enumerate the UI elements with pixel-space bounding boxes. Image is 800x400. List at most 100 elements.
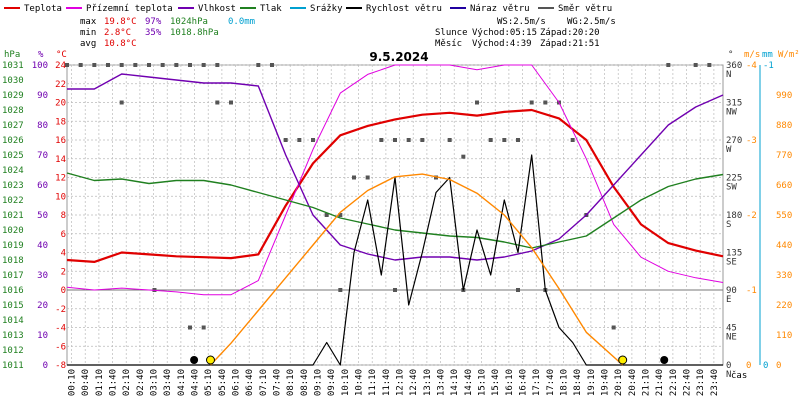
pressure-tick-label: 1031	[2, 61, 24, 71]
legend-label: Teplota	[24, 4, 62, 14]
legend-label: Vlhkost	[198, 4, 236, 14]
x-tick-label: 16:40	[519, 369, 529, 396]
wind-direction-point	[529, 100, 534, 105]
pressure-tick-label: 1015	[2, 301, 24, 311]
temperature-tick-label: 6	[61, 230, 66, 240]
wind-direction-point	[201, 63, 206, 67]
wind-direction-point	[393, 288, 397, 292]
unit-mm: mm	[762, 50, 773, 60]
x-tick-label: 15:10	[478, 369, 488, 396]
x-tick-label: 07:10	[259, 369, 269, 396]
rain-tick-label: 0	[763, 361, 768, 371]
pressure-tick-label: 1025	[2, 151, 24, 161]
solar-tick-label: 550	[776, 211, 792, 221]
stat-min-press: 1018.8hPa	[170, 28, 219, 38]
direction-tick-name: SW	[726, 183, 737, 193]
direction-tick-label: 90	[726, 286, 737, 296]
wind-direction-point	[420, 138, 425, 142]
temperature-tick-label: 24	[55, 61, 66, 71]
x-tick-label: 02:40	[136, 369, 146, 396]
pressure-tick-label: 1026	[2, 136, 24, 146]
x-tick-label: 22:10	[669, 369, 679, 396]
wind-tick-label: -3	[746, 136, 757, 146]
direction-tick-label: 45	[726, 324, 737, 334]
unit-sun: W/m²	[778, 50, 800, 60]
chart-title: 9.5.2024	[369, 50, 428, 64]
temperature-tick-label: -2	[55, 305, 66, 315]
pressure-tick-label: 1017	[2, 271, 24, 281]
temperature-tick-label: 2	[61, 267, 66, 277]
wind-direction-point	[106, 63, 110, 67]
pressure-tick-label: 1028	[2, 106, 24, 116]
wind-direction-point	[516, 138, 520, 142]
x-tick-label: 05:10	[204, 369, 214, 396]
legend: Teplota Přízemní teplota Vlhkost Tlak Srážky…	[4, 4, 612, 14]
x-tick-label: 23:10	[696, 369, 706, 396]
stat-avg-label: avg	[80, 39, 96, 49]
x-tick-label: 07:40	[273, 369, 283, 396]
pressure-tick-label: 1024	[2, 166, 24, 176]
wind-direction-point	[352, 175, 356, 180]
x-tick-label: 12:10	[396, 369, 406, 396]
wind-direction-point	[119, 63, 124, 67]
wind-direction-point	[461, 154, 466, 159]
pressure-tick-label: 1018	[2, 256, 24, 266]
x-tick-label: 14:40	[464, 369, 474, 396]
wind-direction-point	[475, 100, 479, 105]
temperature-tick-label: -4	[55, 324, 66, 334]
wind-direction-point	[311, 138, 315, 142]
x-tick-label: 20:10	[614, 369, 624, 396]
x-tick-label: 18:40	[573, 369, 583, 396]
stat-avg-temp: 10.8°C	[104, 39, 137, 49]
humidity-tick-label: 20	[37, 301, 48, 311]
wind-direction-point	[229, 100, 233, 105]
wind-direction-point	[666, 63, 671, 67]
wind-direction-point	[201, 325, 206, 330]
series-line-vlhkost	[67, 73, 724, 261]
pressure-tick-label: 1014	[2, 316, 24, 326]
moon-marker	[660, 356, 669, 364]
pressure-tick-label: 1012	[2, 346, 24, 356]
wind-direction-point	[147, 63, 151, 67]
unit-dir: °	[728, 50, 733, 60]
direction-tick-name: NE	[726, 333, 737, 343]
direction-tick-label: 270	[726, 136, 742, 146]
wind-direction-point	[256, 63, 261, 67]
wind-tick-label: 0	[746, 361, 751, 371]
unit-hpa: hPa	[4, 50, 20, 60]
pressure-tick-label: 1021	[2, 211, 24, 221]
x-tick-label: 12:40	[409, 369, 419, 396]
direction-tick-label: 315	[726, 99, 742, 109]
humidity-tick-label: 10	[37, 331, 48, 341]
solar-tick-label: 770	[776, 151, 792, 161]
wind-tick-label: -4	[746, 61, 757, 71]
temperature-tick-label: 4	[61, 249, 66, 259]
x-tick-label: 19:40	[601, 369, 611, 396]
grid	[66, 64, 724, 366]
humidity-tick-label: 40	[37, 241, 48, 251]
astro-moonrise: Východ:4:39	[472, 39, 532, 49]
temperature-tick-label: 0	[61, 286, 66, 296]
humidity-tick-label: 100	[32, 61, 48, 71]
x-tick-label: 08:40	[300, 369, 310, 396]
x-tick-label: 17:40	[546, 369, 556, 396]
x-tick-label: 19:10	[587, 369, 597, 396]
legend-label: Přízemní teplota	[86, 4, 173, 14]
stat-min-label: min	[80, 28, 96, 38]
wind-direction-point	[707, 63, 712, 67]
pressure-tick-label: 1023	[2, 181, 24, 191]
humidity-tick-label: 30	[37, 271, 48, 281]
stat-max-label: max	[80, 17, 97, 27]
wind-direction-point	[215, 63, 220, 67]
x-tick-label: 05:40	[218, 369, 228, 396]
astro-sunrise: Východ:05:15	[472, 28, 537, 38]
humidity-tick-label: 60	[37, 181, 48, 191]
humidity-tick-label: 0	[43, 361, 48, 371]
wind-direction-point	[338, 213, 343, 217]
x-tick-label: 14:10	[450, 369, 460, 396]
astro-ws: WS:2.5m/s	[497, 17, 546, 27]
x-tick-label: 13:10	[423, 369, 433, 396]
x-tick-label: 03:40	[163, 369, 173, 396]
direction-tick-label: 180	[726, 211, 742, 221]
